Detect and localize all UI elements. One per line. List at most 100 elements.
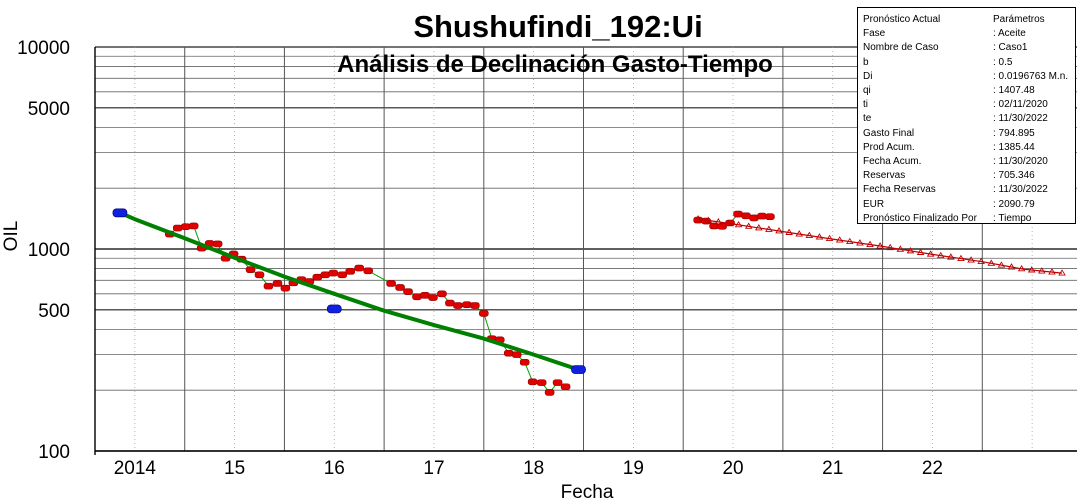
history-point <box>345 268 356 275</box>
history-point <box>403 288 413 295</box>
y-tick-label: 5000 <box>28 99 70 120</box>
history-point <box>527 378 538 386</box>
history-point <box>693 216 703 224</box>
history-point <box>552 379 563 386</box>
info-header-value: Parámetros <box>993 14 1045 25</box>
forecast-marker <box>845 237 854 245</box>
forecast-marker <box>967 256 975 263</box>
history-point <box>412 293 422 301</box>
x-tick-label: 18 <box>523 458 544 479</box>
forecast-marker <box>1048 268 1056 275</box>
info-row: Fase: Aceite <box>863 27 1075 41</box>
history-point <box>445 299 455 307</box>
info-value: : Tiempo <box>993 212 1032 224</box>
history-point <box>428 294 438 301</box>
history-point <box>354 264 364 272</box>
forecast-marker <box>694 215 702 222</box>
forecast-marker <box>1038 267 1046 274</box>
forecast-marker <box>795 230 804 237</box>
history-point <box>263 282 274 290</box>
y-tick-label: 100 <box>38 442 70 463</box>
info-value: : 1385.44 <box>993 141 1035 153</box>
forecast-marker <box>704 216 713 223</box>
forecast-marker <box>835 236 844 243</box>
history-point <box>420 291 430 299</box>
history-point <box>733 210 743 218</box>
forecast-marker <box>957 254 965 262</box>
info-value: : 0.0196763 M.n. <box>993 70 1069 82</box>
history-point <box>470 302 480 309</box>
info-key: te <box>863 113 872 125</box>
forecast-marker <box>734 220 743 228</box>
history-point <box>212 240 223 248</box>
info-key: Gasto Final <box>863 127 915 139</box>
history-point <box>479 310 489 317</box>
info-key: Fecha Acum. <box>863 156 922 168</box>
info-value: : 0.5 <box>993 56 1013 68</box>
forecast-marker <box>1027 266 1036 273</box>
fit-line <box>119 210 580 372</box>
info-row: EUR: 2090.79 <box>863 198 1075 212</box>
y-tick-label: 500 <box>38 301 70 322</box>
info-key: b <box>863 56 869 68</box>
history-point <box>757 212 767 220</box>
history-point <box>386 280 396 287</box>
forecast-marker <box>977 257 985 265</box>
y-axis-label: OIL <box>1 221 22 252</box>
tick-labels: 100 500 1000 5000 10000 2014 15 16 17 18 19 20 21 22 <box>17 38 943 479</box>
anchor-point <box>112 208 128 218</box>
info-value: : 794.895 <box>993 127 1035 139</box>
info-key: Fecha Reservas <box>863 184 936 196</box>
info-value: : 2090.79 <box>993 198 1035 210</box>
x-axis-label: Fecha <box>561 482 614 501</box>
history-point <box>328 269 339 277</box>
history-point <box>280 284 291 292</box>
info-row: b : 0.5 <box>863 56 1075 70</box>
info-row: Pronóstico Finalizado Por: Tiempo <box>863 212 1075 226</box>
x-tick-label: 20 <box>722 458 743 479</box>
forecast-marker <box>1007 263 1016 270</box>
history-point <box>717 223 727 230</box>
info-value: : 11/30/2022 <box>993 184 1048 196</box>
chart-title: Shushufindi_192:Ui <box>413 9 702 44</box>
x-tick-label: 2014 <box>114 458 157 479</box>
history-point <box>245 266 256 273</box>
forecast-marker <box>926 250 935 257</box>
chart-subtitle: Análisis de Declinación Gasto-Tiempo <box>337 51 773 78</box>
history-point <box>363 267 373 275</box>
history-point <box>503 349 514 357</box>
forecast-marker <box>805 231 814 238</box>
history-point <box>453 302 463 309</box>
history-point <box>511 351 522 358</box>
forecast-marker <box>825 234 834 242</box>
history-point <box>172 224 183 232</box>
forecast-marker <box>997 261 1006 268</box>
series-layer <box>112 208 1066 396</box>
forecast-marker <box>744 222 753 229</box>
forecast-marker <box>906 247 915 254</box>
anchor-point <box>326 304 342 314</box>
forecast-marker <box>1017 264 1026 272</box>
forecast-marker <box>866 240 874 247</box>
history-point <box>765 213 775 221</box>
forecast-marker <box>896 245 905 252</box>
forecast-marker <box>755 224 763 231</box>
info-value: : 11/30/2020 <box>993 156 1048 168</box>
info-row: Nombre de Caso: Caso1 <box>863 41 1075 55</box>
x-tick-label: 17 <box>423 458 444 479</box>
x-tick-label: 19 <box>623 458 644 479</box>
history-point <box>337 271 348 279</box>
info-row: te: 11/30/2022 <box>863 112 1075 126</box>
history-point <box>749 214 759 222</box>
info-value: : Caso1 <box>993 42 1028 54</box>
x-tick-label: 22 <box>922 458 943 479</box>
history-point <box>741 212 751 220</box>
info-key: Fase <box>863 28 886 40</box>
y-tick-label: 10000 <box>17 38 70 59</box>
info-value: : 02/11/2020 <box>993 99 1048 111</box>
info-header-key: Pronóstico Actual <box>863 14 941 25</box>
forecast-marker <box>876 242 884 249</box>
info-key: qi <box>863 85 871 97</box>
history-point <box>560 383 571 391</box>
